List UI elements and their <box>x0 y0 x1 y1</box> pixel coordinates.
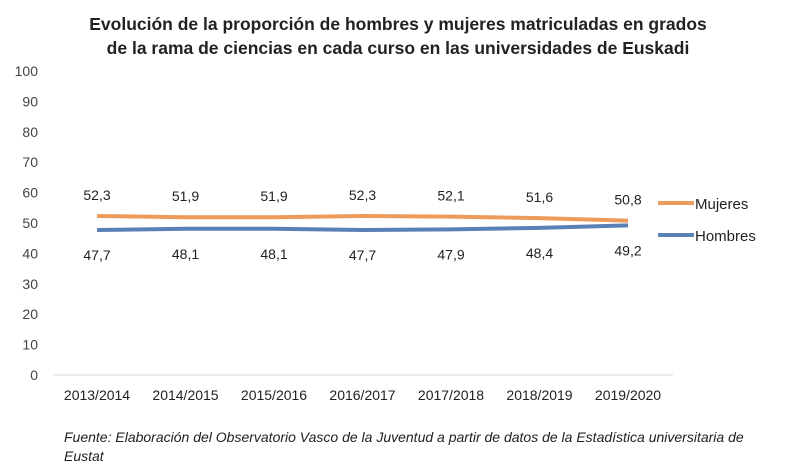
y-tick-label: 100 <box>15 63 39 79</box>
data-label: 47,7 <box>83 247 110 263</box>
data-label: 51,6 <box>526 189 553 205</box>
data-label: 52,3 <box>349 187 376 203</box>
y-tick-label: 10 <box>22 337 38 353</box>
x-tick-label: 2016/2017 <box>329 387 395 403</box>
data-label: 50,8 <box>614 192 641 208</box>
y-tick-label: 60 <box>22 185 38 201</box>
x-tick-label: 2014/2015 <box>152 387 218 403</box>
data-label: 52,3 <box>83 187 110 203</box>
data-label: 47,9 <box>437 246 464 262</box>
x-tick-label: 2019/2020 <box>595 387 661 403</box>
data-label: 48,4 <box>526 245 553 261</box>
chart-title-line: de la rama de ciencias en cada curso en … <box>106 38 690 58</box>
x-tick-label: 2018/2019 <box>506 387 572 403</box>
y-tick-label: 0 <box>30 367 38 383</box>
legend-label: Hombres <box>695 228 756 245</box>
chart-title-line: Evolución de la proporción de hombres y … <box>89 14 707 34</box>
y-tick-label: 40 <box>22 245 38 261</box>
data-label: 51,9 <box>172 188 199 204</box>
y-tick-label: 30 <box>22 276 38 292</box>
x-tick-label: 2015/2016 <box>241 387 307 403</box>
legend-label: Mujeres <box>695 196 748 213</box>
y-tick-label: 70 <box>22 154 38 170</box>
data-label: 49,2 <box>614 242 641 258</box>
y-tick-label: 80 <box>22 124 38 140</box>
y-tick-label: 90 <box>22 93 38 109</box>
series-line-hombres <box>96 223 629 232</box>
data-label: 48,1 <box>172 246 199 262</box>
chart-title: Evolución de la proporción de hombres y … <box>0 12 796 60</box>
series-line-mujeres <box>96 214 629 223</box>
source-note: Fuente: Elaboración del Observatorio Vas… <box>64 429 744 464</box>
y-tick-label: 20 <box>22 306 38 322</box>
data-label: 48,1 <box>260 246 287 262</box>
data-label: 47,7 <box>349 247 376 263</box>
x-tick-label: 2013/2014 <box>64 387 130 403</box>
data-label: 51,9 <box>260 188 287 204</box>
data-label: 52,1 <box>437 188 464 204</box>
x-tick-label: 2017/2018 <box>418 387 484 403</box>
y-tick-label: 50 <box>22 215 38 231</box>
